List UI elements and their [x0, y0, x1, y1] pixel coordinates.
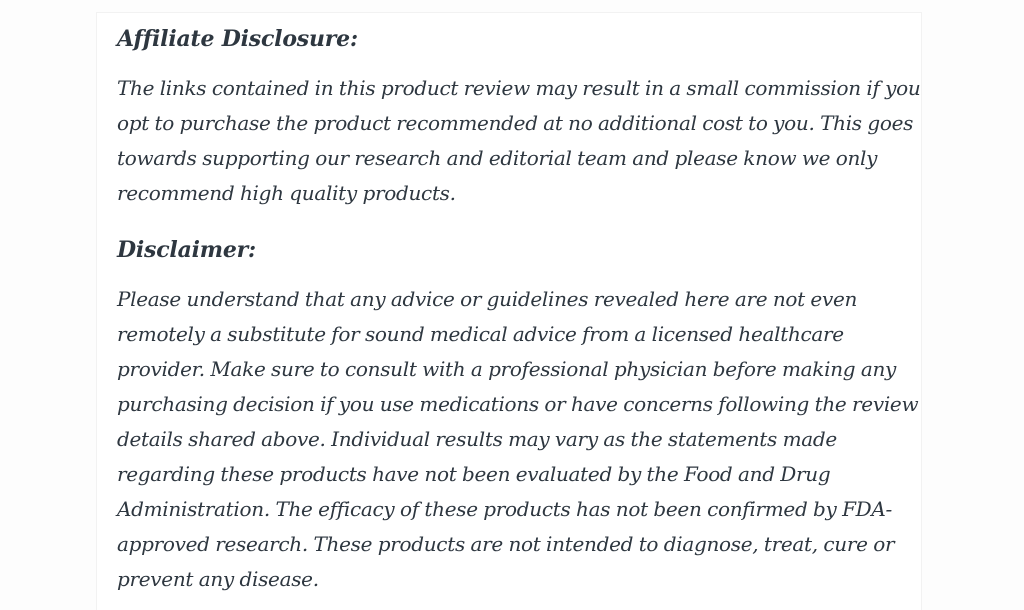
- disclaimer-section: Disclaimer: Please understand that any a…: [117, 233, 921, 597]
- affiliate-disclosure-section: Affiliate Disclosure: The links containe…: [117, 22, 921, 211]
- affiliate-disclosure-heading: Affiliate Disclosure:: [117, 26, 358, 52]
- disclaimer-text: Please understand that any advice or gui…: [117, 287, 919, 591]
- disclaimer-heading: Disclaimer:: [117, 237, 256, 263]
- affiliate-disclosure-text: The links contained in this product revi…: [117, 76, 921, 205]
- article-content: Affiliate Disclosure: The links containe…: [96, 12, 922, 610]
